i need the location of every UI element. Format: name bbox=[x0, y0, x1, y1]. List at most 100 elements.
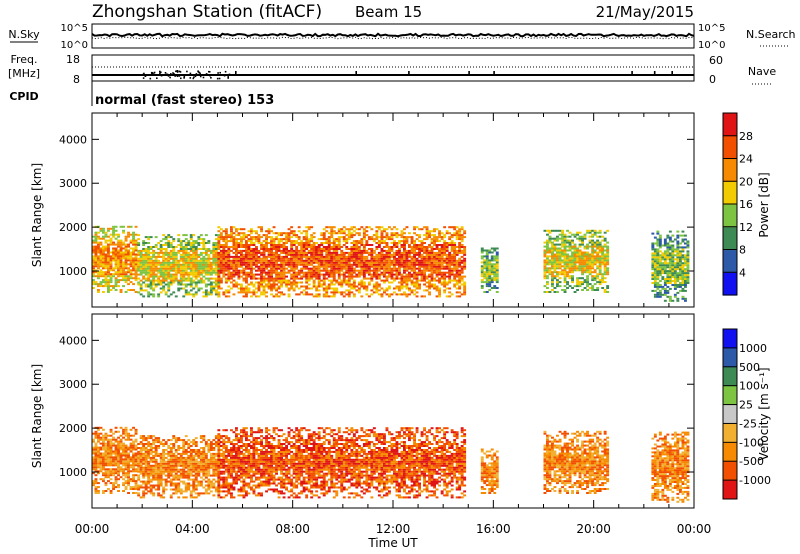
echo-cell-region-1 bbox=[207, 291, 211, 294]
echo-cell-region-2 bbox=[400, 263, 404, 266]
echo-cell-region-2 bbox=[355, 232, 359, 235]
echo-cell-region-2 bbox=[287, 249, 291, 252]
echo-cell-region-2 bbox=[458, 261, 462, 264]
echo-cell-region-2 bbox=[330, 248, 334, 250]
echo-cell-region-4 bbox=[566, 265, 569, 268]
echo-cell-region-2 bbox=[217, 273, 221, 276]
echo-cell-region-2 bbox=[217, 236, 221, 239]
echo-cell-region-2 bbox=[423, 242, 426, 244]
echo-cell-region-0 bbox=[114, 452, 118, 455]
echo-cell-region-2 bbox=[312, 249, 316, 252]
echo-cell-region-2 bbox=[352, 246, 356, 248]
echo-cell-region-2 bbox=[267, 275, 271, 278]
echo-cell-region-2 bbox=[385, 244, 389, 246]
echo-cell-region-2 bbox=[325, 226, 329, 229]
echo-cell-region-4 bbox=[576, 281, 579, 284]
echo-cell-region-2 bbox=[425, 228, 429, 231]
echo-cell-region-2 bbox=[322, 267, 326, 270]
echo-cell-region-2 bbox=[272, 281, 276, 284]
echo-cell-region-1 bbox=[149, 281, 153, 284]
echo-cell-region-2 bbox=[302, 230, 306, 233]
echo-cell-region-1 bbox=[159, 267, 163, 270]
echo-cell-region-1 bbox=[177, 271, 181, 274]
echo-cell-region-4 bbox=[593, 257, 597, 260]
echo-cell-region-5 bbox=[653, 254, 657, 257]
echo-cell-region-0 bbox=[117, 281, 120, 284]
echo-cell-region-1 bbox=[164, 236, 168, 239]
echo-cell-region-2 bbox=[405, 285, 409, 288]
echo-cell-region-1 bbox=[177, 240, 181, 243]
echo-cell-region-5 bbox=[668, 266, 672, 269]
echo-cell-region-2 bbox=[347, 259, 351, 262]
echo-cell-region-0 bbox=[97, 490, 100, 492]
echo-cell-region-4 bbox=[543, 275, 547, 278]
echo-cell-region-1 bbox=[204, 242, 208, 244]
echo-cell-region-2 bbox=[290, 269, 294, 272]
echo-cell-region-2 bbox=[347, 228, 351, 231]
echo-cell-region-2 bbox=[438, 269, 441, 272]
echo-cell-region-0 bbox=[99, 249, 103, 252]
echo-cell-region-2 bbox=[443, 273, 447, 276]
echo-cell-region-1 bbox=[184, 271, 188, 274]
echo-cell-region-4 bbox=[543, 249, 547, 252]
echo-cell-region-2 bbox=[418, 244, 421, 246]
echo-cell-region-2 bbox=[393, 265, 396, 268]
echo-cell-region-2 bbox=[420, 253, 424, 256]
echo-cell-region-4 bbox=[598, 279, 602, 282]
echo-cell-region-2 bbox=[280, 293, 283, 296]
echo-cell-region-2 bbox=[418, 263, 421, 266]
echo-cell-region-2 bbox=[350, 226, 354, 229]
echo-cell-region-0 bbox=[107, 460, 110, 463]
echo-cell-region-2 bbox=[438, 295, 441, 298]
echo-cell-region-2 bbox=[337, 255, 341, 258]
echo-cell-region-2 bbox=[235, 267, 238, 270]
echo-cell-region-5 bbox=[673, 278, 677, 280]
echo-cell-region-2 bbox=[413, 269, 416, 272]
echo-cell-region-2 bbox=[365, 293, 369, 296]
echo-cell-region-2 bbox=[355, 257, 359, 260]
echo-cell-region-4 bbox=[598, 281, 602, 284]
echo-cell-region-2 bbox=[219, 277, 223, 280]
echo-cell-region-3 bbox=[488, 285, 492, 288]
echo-cell-region-5 bbox=[658, 254, 662, 257]
echo-cell-region-5 bbox=[658, 236, 662, 239]
echo-cell-region-0 bbox=[109, 265, 113, 268]
echo-cell-region-2 bbox=[410, 249, 414, 252]
echo-cell-region-2 bbox=[438, 251, 441, 254]
echo-cell-region-5 bbox=[668, 256, 672, 259]
echo-cell-region-2 bbox=[367, 277, 371, 280]
echo-cell-region-5 bbox=[668, 274, 672, 277]
echo-cell-region-2 bbox=[322, 234, 326, 237]
echo-cell-region-4 bbox=[558, 271, 562, 274]
echo-cell-region-2 bbox=[217, 242, 221, 244]
echo-cell-region-2 bbox=[300, 251, 304, 254]
echo-cell-region-4 bbox=[558, 253, 562, 256]
echo-cell-region-0 bbox=[127, 233, 130, 236]
echo-cell-region-5 bbox=[661, 285, 665, 288]
echo-cell-region-3 bbox=[485, 251, 489, 254]
y-tick-label: 4000 bbox=[59, 133, 87, 146]
echo-cell-region-2 bbox=[285, 275, 288, 278]
echo-cell-region-0 bbox=[114, 460, 118, 463]
echo-cell-region-1 bbox=[152, 253, 156, 256]
echo-cell-region-2 bbox=[325, 291, 329, 294]
echo-cell-region-2 bbox=[372, 255, 376, 258]
echo-cell-region-2 bbox=[260, 261, 263, 264]
echo-cell-region-1 bbox=[199, 257, 203, 260]
echo-cell-region-2 bbox=[307, 283, 311, 286]
echo-cell-region-2 bbox=[292, 269, 296, 272]
echo-cell-region-0 bbox=[104, 261, 108, 264]
echo-cell-region-2 bbox=[355, 259, 359, 262]
echo-cell-region-2 bbox=[372, 238, 376, 241]
echo-cell-region-1 bbox=[137, 261, 141, 264]
echo-cell-region-0 bbox=[107, 438, 110, 441]
echo-cell-region-2 bbox=[290, 265, 294, 268]
echo-cell-region-1 bbox=[197, 269, 201, 272]
echo-cell-region-3 bbox=[495, 251, 499, 254]
echo-cell-region-1 bbox=[172, 275, 176, 278]
echo-cell-region-0 bbox=[134, 249, 138, 252]
echo-cell-region-1 bbox=[199, 273, 203, 276]
echo-cell-region-2 bbox=[317, 257, 321, 260]
echo-cell-region-2 bbox=[250, 257, 253, 260]
echo-cell-region-2 bbox=[433, 230, 436, 233]
